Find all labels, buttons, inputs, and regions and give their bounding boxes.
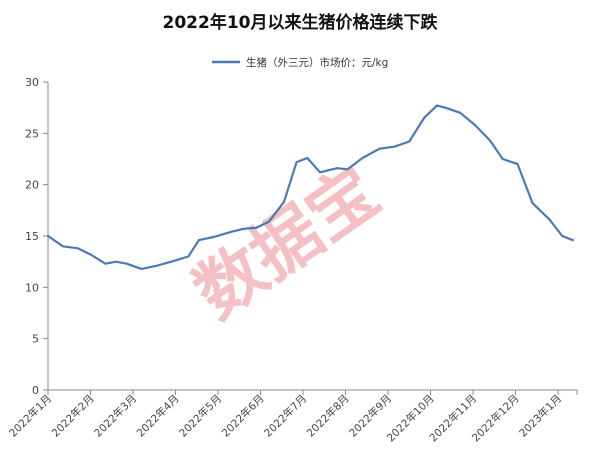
series-line [46,104,575,270]
y-tick-label: 0 [32,384,39,397]
legend: 生猪（外三元）市场价：元/kg [212,56,388,69]
x-tick-label: 2022年6月 [219,392,267,440]
y-tick-label: 15 [25,230,39,243]
legend-label: 生猪（外三元）市场价：元/kg [246,56,388,69]
y-tick-label: 30 [25,76,39,89]
x-tick-label: 2023年1月 [516,392,564,440]
y-tick-label: 20 [25,179,39,192]
x-tick-label: 2022年2月 [49,392,97,440]
chart-title: 2022年10月以来生猪价格连续下跌 [163,12,439,33]
x-tick-label: 2022年4月 [134,392,182,440]
plot-area [46,104,575,270]
y-tick-label: 25 [25,127,39,140]
y-tick-label: 10 [25,281,39,294]
watermark: 数据宝 [181,153,393,335]
x-tick-label: 2022年8月 [304,392,352,440]
x-tick-label: 2022年7月 [261,392,309,440]
x-tick-label: 2022年5月 [176,392,224,440]
x-tick-label: 2022年1月 [6,392,54,440]
y-tick-label: 5 [32,333,39,346]
x-tick-label: 2022年3月 [91,392,139,440]
